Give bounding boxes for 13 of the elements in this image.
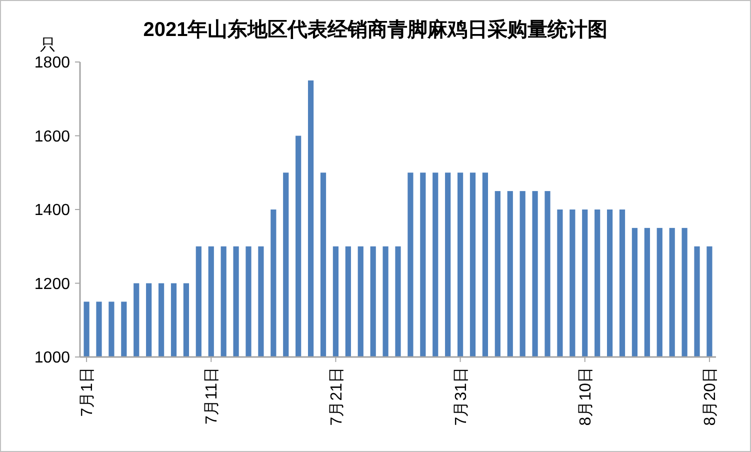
x-tick-label: 8月20日 [702, 367, 720, 426]
x-tick-label: 8月10日 [577, 367, 594, 426]
y-tick-label: 1000 [34, 350, 70, 367]
x-tick-label: 7月11日 [204, 367, 221, 425]
y-tick-label: 1600 [34, 128, 70, 146]
x-tick-label: 7月1日 [79, 367, 96, 417]
chart-title: 2021年山东地区代表经销商青脚麻鸡日采购量统计图 [143, 18, 608, 41]
y-tick-label: 1800 [34, 54, 70, 72]
y-tick-label: 1400 [34, 202, 70, 220]
x-tick-label: 7月21日 [328, 367, 346, 426]
y-axis-title: 只 [40, 37, 56, 54]
y-tick-label: 1200 [34, 276, 70, 293]
x-tick-label: 7月31日 [452, 367, 470, 426]
